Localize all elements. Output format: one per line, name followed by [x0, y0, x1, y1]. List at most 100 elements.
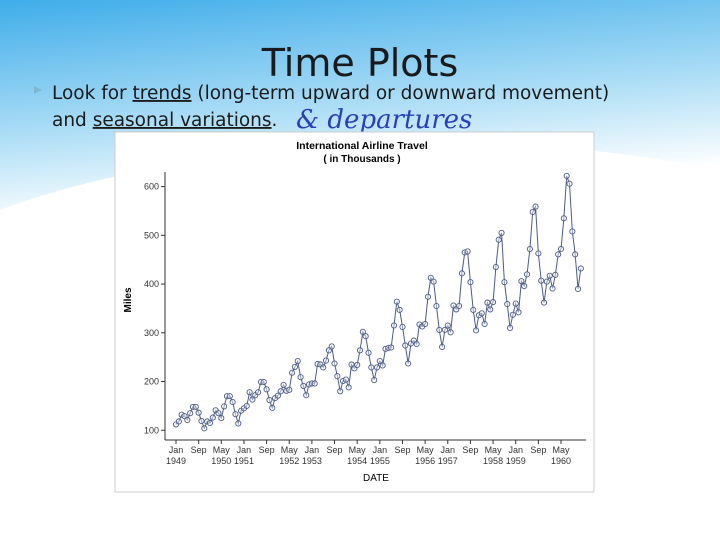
data-point — [376, 358, 383, 365]
data-point — [487, 306, 494, 313]
tick-label-part: May — [281, 445, 299, 455]
y-tick-label: 100 — [144, 425, 159, 435]
data-point — [413, 340, 420, 348]
x-tick-label: Sep — [191, 445, 207, 455]
text-run: trends — [133, 83, 192, 104]
data-point — [235, 420, 242, 427]
data-point — [498, 229, 505, 236]
data-point — [540, 299, 548, 306]
x-tick-label: May 1956 — [415, 445, 435, 466]
data-point — [331, 360, 338, 367]
data-point — [297, 374, 304, 381]
data-point — [422, 320, 429, 328]
text-run: (long-term upward or downward movement) — [191, 83, 609, 104]
data-point — [379, 362, 386, 369]
x-tick-label: Sep — [259, 445, 275, 455]
data-point — [433, 302, 440, 310]
tick-label-part: 1949 — [166, 456, 186, 466]
data-point — [229, 398, 236, 406]
data-point — [560, 215, 567, 222]
data-point — [518, 278, 525, 285]
x-tick-label: Jan 1957 — [438, 445, 458, 466]
data-point — [441, 326, 448, 333]
x-tick-label: May 1958 — [483, 445, 503, 466]
data-point — [504, 301, 511, 308]
data-point — [566, 180, 573, 187]
tick-label-part: Jan — [169, 445, 184, 455]
data-point — [274, 392, 281, 399]
y-axis-label: Miles — [123, 287, 134, 312]
data-point — [393, 298, 400, 305]
data-point — [532, 203, 539, 210]
handwritten-note: & departures — [296, 105, 472, 135]
data-point — [232, 411, 239, 418]
text-run: and — [52, 110, 93, 131]
data-point — [577, 265, 584, 272]
data-point — [187, 410, 194, 417]
tick-label-part: Sep — [394, 445, 410, 455]
data-point — [195, 409, 202, 416]
data-point — [515, 309, 522, 316]
tick-label-part: Jan — [441, 445, 456, 455]
x-tick-label: Sep — [462, 445, 478, 455]
data-point — [467, 279, 474, 286]
data-point — [563, 172, 570, 179]
tick-label-part: Sep — [259, 445, 275, 455]
x-tick-label: Sep — [327, 445, 343, 455]
data-point — [526, 245, 533, 253]
data-point — [399, 323, 406, 331]
data-point — [390, 322, 398, 329]
data-point — [201, 425, 208, 432]
y-tick-label: 400 — [144, 279, 159, 289]
x-tick-label: Jan 1949 — [166, 445, 186, 466]
data-point — [473, 327, 480, 334]
tick-label-part: 1953 — [302, 456, 322, 466]
data-point — [538, 277, 545, 284]
data-point — [198, 417, 205, 425]
y-tick-label: 600 — [144, 182, 159, 192]
data-point — [178, 411, 185, 418]
x-tick-label: Jan 1959 — [506, 445, 526, 466]
data-point — [342, 376, 349, 383]
data-point — [184, 416, 191, 424]
data-point — [320, 364, 327, 371]
data-point — [192, 403, 199, 410]
data-point — [424, 293, 432, 300]
data-point — [464, 248, 471, 255]
data-point — [255, 389, 262, 396]
data-point — [266, 396, 273, 404]
data-point — [289, 369, 296, 376]
bullet-line-1: Look for trends (long-term upward or dow… — [52, 83, 609, 104]
x-tick-label: May 1954 — [347, 445, 367, 466]
bullet-line-2: and seasonal variations. — [52, 110, 277, 131]
data-point — [572, 251, 579, 258]
x-tick-label: May 1950 — [211, 445, 231, 466]
y-tick-label: 200 — [144, 377, 159, 387]
x-tick-label: May 1960 — [551, 445, 571, 466]
x-tick-label: Jan 1953 — [302, 445, 322, 466]
data-point — [509, 311, 516, 318]
tick-label-part: Jan — [508, 445, 523, 455]
data-point — [507, 324, 514, 331]
tick-label-part: May — [553, 445, 571, 455]
data-point — [218, 415, 225, 422]
data-point — [368, 364, 375, 371]
data-point — [529, 208, 536, 216]
data-point — [269, 404, 276, 411]
data-point — [286, 386, 293, 393]
x-tick-label: Jan 1951 — [234, 445, 254, 466]
data-point — [501, 279, 508, 286]
chart: International Airline Travel ( in Thousa… — [123, 140, 586, 484]
tick-label-part: 1952 — [279, 456, 299, 466]
data-point — [337, 388, 344, 395]
data-point — [260, 378, 267, 386]
tick-label-part: 1951 — [234, 456, 254, 466]
data-point — [311, 380, 318, 387]
data-line — [175, 175, 582, 430]
data-point — [277, 388, 284, 395]
data-point — [354, 361, 361, 369]
data-point — [456, 302, 463, 310]
text-run: Look for — [52, 83, 133, 104]
data-point — [543, 278, 550, 285]
x-tick-label: Jan 1955 — [370, 445, 390, 466]
